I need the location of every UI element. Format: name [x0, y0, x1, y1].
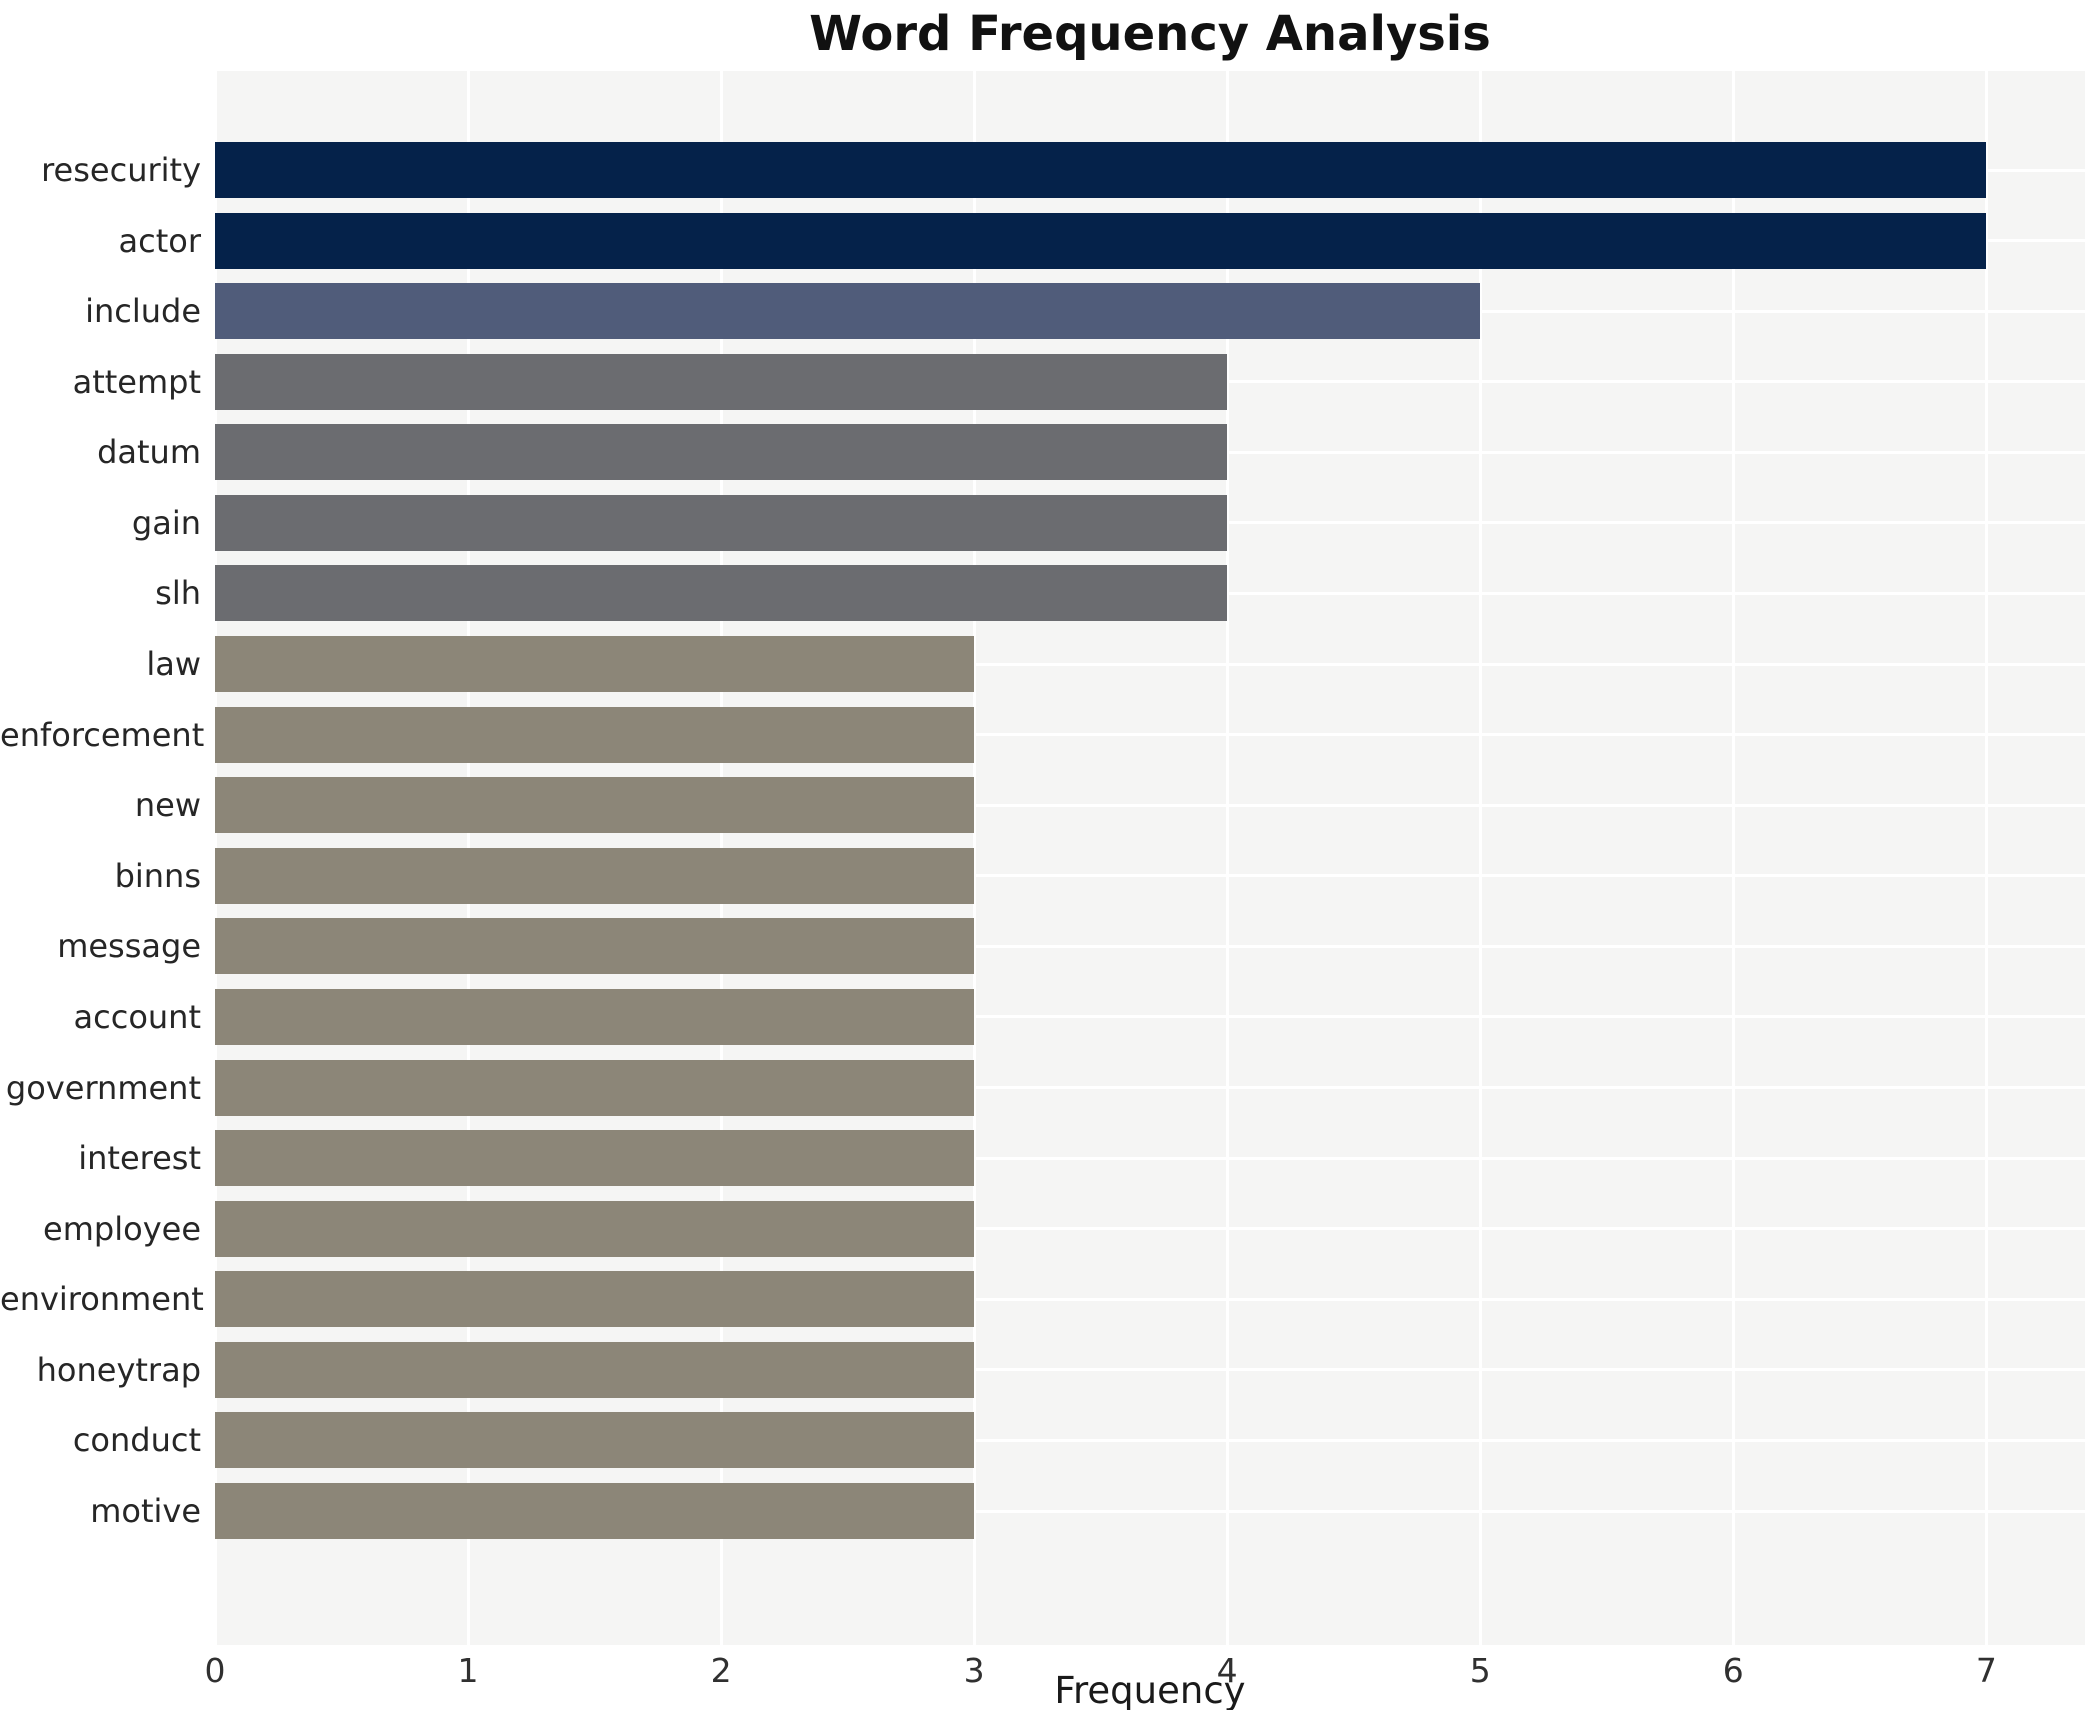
- x-gridline: [1225, 71, 1229, 1645]
- y-gridline: [215, 1368, 2085, 1372]
- x-gridline: [972, 71, 976, 1645]
- category-label-environment: environment: [0, 1280, 204, 1319]
- category-label-law: law: [146, 645, 201, 684]
- y-gridline: [215, 1509, 2085, 1513]
- y-gridline: [215, 1156, 2085, 1160]
- y-gridline: [215, 1086, 2085, 1090]
- category-label-conduct: conduct: [72, 1421, 201, 1460]
- bar-motive: [215, 1483, 975, 1540]
- y-gridline: [215, 944, 2085, 948]
- bar-honeytrap: [215, 1341, 975, 1398]
- category-label-resecurity: resecurity: [41, 151, 201, 189]
- category-label-government: government: [5, 1068, 201, 1107]
- category-label-account: account: [73, 997, 201, 1036]
- y-gridline: [215, 874, 2085, 878]
- category-label-include: include: [85, 292, 201, 331]
- bar-message: [215, 918, 975, 975]
- x-tick-label: 6: [1722, 1651, 1744, 1690]
- y-gridline: [215, 1015, 2085, 1019]
- category-label-new: new: [134, 786, 201, 825]
- y-gridline: [215, 1227, 2085, 1231]
- x-tick-label: 7: [1975, 1651, 1997, 1690]
- bar-employee: [215, 1200, 975, 1257]
- bar-slh: [215, 565, 1228, 622]
- x-tick-label: 2: [710, 1651, 732, 1690]
- chart-title: Word Frequency Analysis: [809, 6, 1491, 62]
- x-gridline: [1984, 71, 1988, 1645]
- bar-resecurity: [215, 142, 1987, 198]
- y-gridline: [215, 662, 2085, 666]
- x-tick-label: 4: [1216, 1651, 1238, 1690]
- category-label-gain: gain: [131, 503, 201, 542]
- bar-enforcement: [215, 706, 975, 763]
- y-gridline: [215, 803, 2085, 807]
- x-tick-label: 1: [457, 1651, 479, 1690]
- plot-area: [213, 71, 2085, 1645]
- category-label-binns: binns: [114, 856, 201, 895]
- x-gridline: [1731, 71, 1735, 1645]
- x-gridline: [1478, 71, 1482, 1645]
- bar-actor: [215, 212, 1987, 269]
- category-label-enforcement: enforcement: [0, 715, 205, 754]
- category-label-honeytrap: honeytrap: [36, 1350, 201, 1389]
- bar-binns: [215, 847, 975, 904]
- bar-attempt: [215, 353, 1228, 410]
- bar-interest: [215, 1130, 975, 1187]
- category-label-datum: datum: [97, 433, 201, 472]
- y-gridline: [215, 1438, 2085, 1442]
- category-label-attempt: attempt: [72, 362, 201, 401]
- bar-law: [215, 636, 975, 693]
- category-label-slh: slh: [155, 574, 201, 613]
- bar-environment: [215, 1271, 975, 1328]
- bar-new: [215, 777, 975, 834]
- category-label-message: message: [57, 927, 201, 966]
- bar-datum: [215, 424, 1228, 481]
- bar-include: [215, 283, 1481, 340]
- x-axis-label: Frequency: [1054, 1669, 1246, 1710]
- x-tick-label: 5: [1469, 1651, 1491, 1690]
- category-label-interest: interest: [78, 1139, 201, 1178]
- x-tick-label: 3: [963, 1651, 985, 1690]
- bar-government: [215, 1059, 975, 1116]
- x-tick-label: 0: [204, 1651, 226, 1690]
- y-gridline: [215, 733, 2085, 737]
- category-label-employee: employee: [43, 1209, 201, 1248]
- category-label-actor: actor: [118, 221, 201, 260]
- y-gridline: [215, 1297, 2085, 1301]
- bar-conduct: [215, 1412, 975, 1469]
- category-label-motive: motive: [90, 1492, 201, 1531]
- bar-account: [215, 988, 975, 1045]
- bar-gain: [215, 494, 1228, 551]
